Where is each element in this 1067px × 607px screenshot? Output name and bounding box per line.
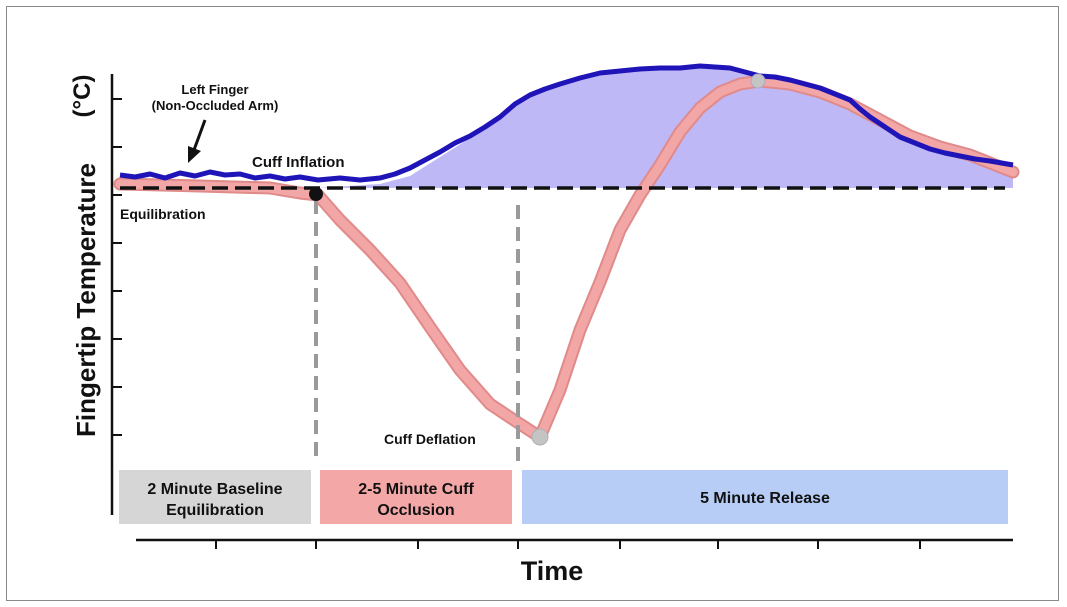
y-axis-title: Fingertip Temperature [71,163,101,437]
y-axis-unit: (°C) [69,75,96,118]
x-axis-title: Time [521,556,584,586]
phase-box-release: 5 Minute Release [522,470,1008,524]
phase-baseline-line2: Equilibration [166,502,264,519]
cuff-deflation-label: Cuff Deflation [384,431,476,447]
phase-release-label: 5 Minute Release [700,490,830,507]
occluded-line [115,76,1018,442]
non-occluded-arm-label: (Non-Occluded Arm) [152,98,279,113]
phase-occlusion-line1: 2-5 Minute Cuff [358,481,474,498]
left-finger-label: Left Finger [181,82,248,97]
equilibration-label: Equilibration [120,206,206,222]
pointer-arrow-icon [188,119,207,163]
x-axis [136,538,1013,549]
phase-box-baseline: 2 Minute Baseline Equilibration [119,470,311,524]
y-axis [110,74,122,515]
phase-baseline-line1: 2 Minute Baseline [147,481,282,498]
non-occluded-fill [318,66,1013,188]
cuff-inflation-marker-icon [309,187,323,201]
peak-marker-icon [750,73,766,89]
non-occluded-line [119,63,1014,183]
cuff-inflation-label: Cuff Inflation [252,154,344,171]
phase-box-occlusion: 2-5 Minute Cuff Occlusion [320,470,512,524]
phase-occlusion-line2: Occlusion [377,502,454,519]
cuff-deflation-marker-icon [531,428,549,446]
